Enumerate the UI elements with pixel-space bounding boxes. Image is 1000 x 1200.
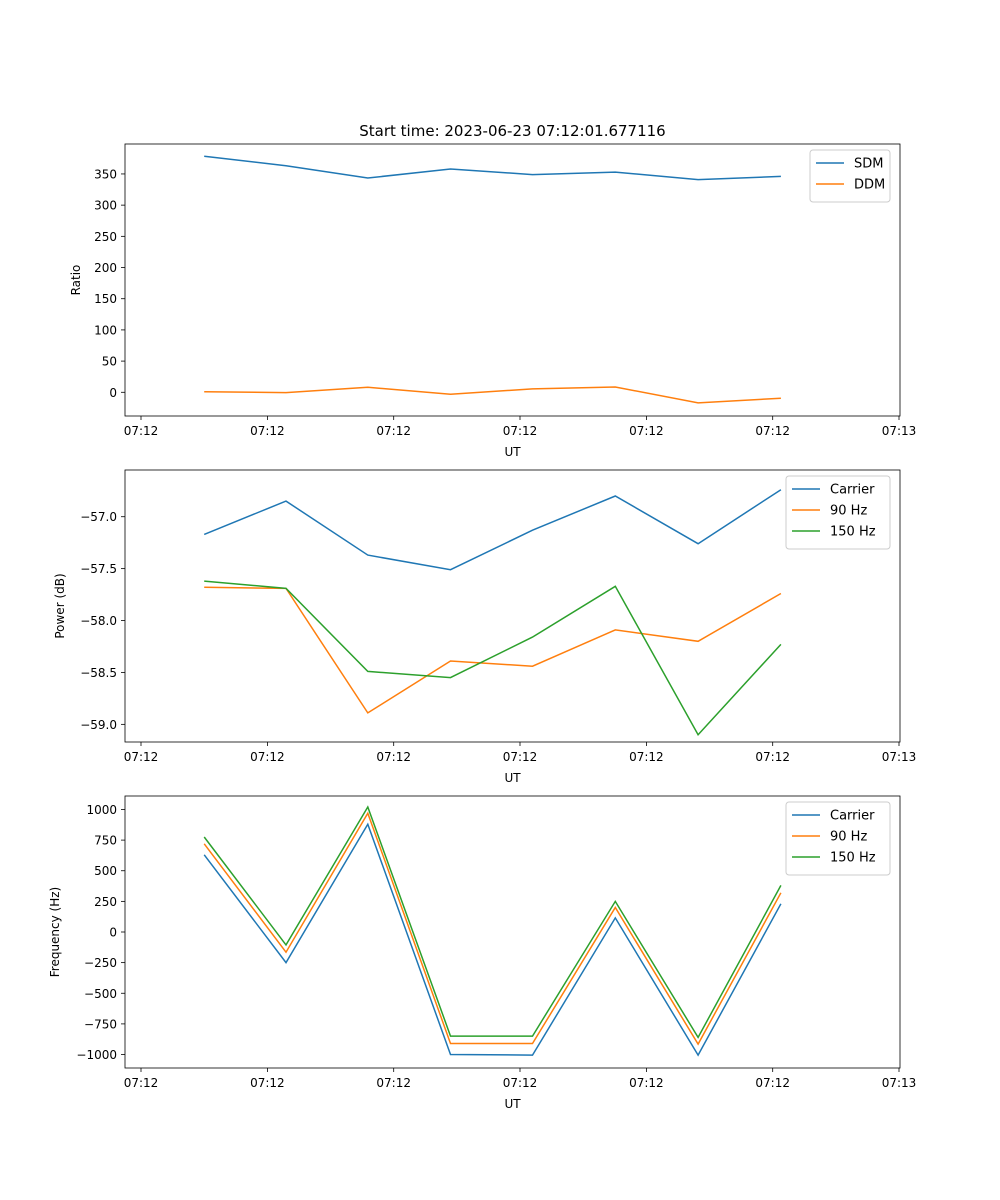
x-tick-label: 07:12 <box>755 750 790 764</box>
y-tick-label: −250 <box>84 956 117 970</box>
legend: Carrier 90 Hz 150 Hz <box>785 801 891 876</box>
x-tick-label: 07:13 <box>882 424 917 438</box>
panel-1: Start time: 2023-06-23 07:12:01.677116 07… <box>69 122 916 459</box>
x-tick-label: 07:13 <box>882 750 917 764</box>
legend-label: DDM <box>854 178 885 193</box>
x-tick-label: 07:12 <box>124 424 159 438</box>
x-tick-label: 07:12 <box>755 424 790 438</box>
panel-2: 07:12 07:12 07:12 07:12 07:12 07:12 07:13 UT −59… <box>53 469 917 785</box>
x-tick-label: 07:12 <box>755 1076 790 1090</box>
x-tick-label: 07:12 <box>250 1076 285 1090</box>
y-tick-label: 250 <box>94 230 117 244</box>
y-tick-label: 250 <box>94 895 117 909</box>
legend-label: 90 Hz <box>830 504 867 519</box>
y-tick-label: 200 <box>94 261 117 275</box>
legend: Carrier 90 Hz 150 Hz <box>785 475 891 550</box>
series-line-carrier <box>203 822 782 1057</box>
x-tick-label: 07:12 <box>629 1076 664 1090</box>
y-tick-label: 50 <box>102 355 117 369</box>
y-tick-label: 0 <box>109 386 117 400</box>
y-axis-label: Frequency (Hz) <box>48 887 62 978</box>
y-tick-label: 0 <box>109 926 117 940</box>
y-tick-label: −58.0 <box>80 614 117 628</box>
x-tick-label: 07:12 <box>376 1076 411 1090</box>
y-tick-label: −57.5 <box>80 562 117 576</box>
legend-label: 90 Hz <box>830 830 867 845</box>
y-axis-label: Ratio <box>69 265 83 296</box>
y-tick-label: 150 <box>94 292 117 306</box>
x-tick-label: 07:12 <box>629 750 664 764</box>
x-axis-label: UT <box>504 771 521 785</box>
series-line-90-hz <box>204 586 782 714</box>
panel-3: 07:12 07:12 07:12 07:12 07:12 07:12 07:13 UT −10… <box>48 795 917 1111</box>
legend-label: Carrier <box>830 809 875 824</box>
series-line-150-hz <box>203 805 782 1039</box>
x-tick-label: 07:12 <box>503 750 538 764</box>
y-tick-label: 500 <box>94 864 117 878</box>
legend-label: 150 Hz <box>830 851 876 866</box>
x-tick-label: 07:12 <box>124 1076 159 1090</box>
series-line-sdm <box>204 155 781 181</box>
chart-title: Start time: 2023-06-23 07:12:01.677116 <box>359 122 665 140</box>
y-tick-label: 100 <box>94 323 117 337</box>
y-tick-label: 300 <box>94 199 117 213</box>
x-tick-label: 07:12 <box>250 750 285 764</box>
series-lines <box>203 489 782 736</box>
y-tick-label: −500 <box>84 987 117 1001</box>
x-tick-label: 07:12 <box>376 424 411 438</box>
x-tick-label: 07:12 <box>376 750 411 764</box>
series-lines <box>203 805 782 1057</box>
x-tick-label: 07:12 <box>124 750 159 764</box>
y-tick-label: −59.0 <box>80 718 117 732</box>
x-tick-label: 07:12 <box>629 424 664 438</box>
y-tick-label: −57.0 <box>80 510 117 524</box>
legend: SDM DDM <box>809 149 891 203</box>
axes-frame <box>124 143 901 417</box>
axes-frame <box>124 469 901 743</box>
x-tick-label: 07:12 <box>503 1076 538 1090</box>
x-axis-label: UT <box>504 445 521 459</box>
y-tick-label: −1000 <box>76 1048 117 1062</box>
axes-frame <box>124 795 901 1069</box>
series-line-carrier <box>203 489 782 571</box>
y-tick-label: −750 <box>84 1017 117 1031</box>
legend-label: SDM <box>854 157 883 172</box>
legend-label: 150 Hz <box>830 525 876 540</box>
y-tick-label: 350 <box>94 167 117 181</box>
y-tick-label: −58.5 <box>80 666 117 680</box>
x-tick-label: 07:12 <box>503 424 538 438</box>
series-line-150-hz <box>204 580 782 736</box>
series-line-ddm <box>204 386 781 404</box>
y-tick-label: 750 <box>94 834 117 848</box>
x-axis-label: UT <box>504 1097 521 1111</box>
x-tick-label: 07:12 <box>250 424 285 438</box>
legend-label: Carrier <box>830 483 875 498</box>
y-axis-label: Power (dB) <box>53 573 67 638</box>
x-tick-label: 07:13 <box>882 1076 917 1090</box>
series-line-90-hz <box>203 811 782 1046</box>
y-tick-label: 1000 <box>86 803 117 817</box>
series-lines <box>204 155 781 404</box>
